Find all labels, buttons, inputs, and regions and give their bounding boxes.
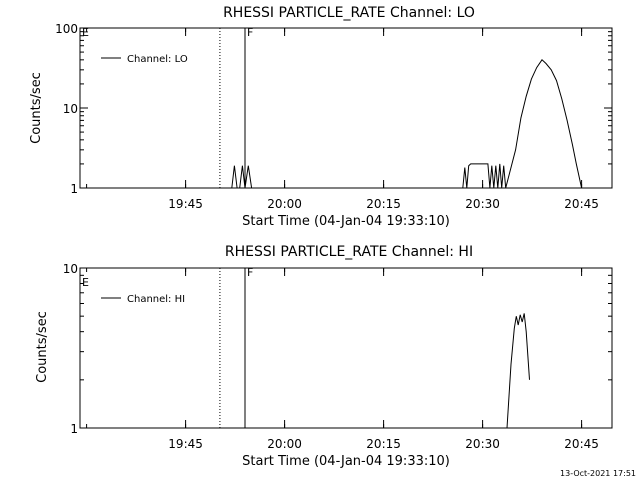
start-marker-label-hi: E xyxy=(82,276,89,289)
legend-label-lo: Channel: LO xyxy=(127,54,188,65)
x-tick-label-lo: 19:45 xyxy=(168,197,203,211)
x-tick-label-hi: 20:15 xyxy=(366,437,401,451)
y-tick-label-hi: 10 xyxy=(63,262,78,276)
x-tick-label-hi: 20:45 xyxy=(564,437,599,451)
x-tick-label-hi: 19:45 xyxy=(168,437,203,451)
chart-panel-hi: RHESSI PARTICLE_RATE Channel: HI Counts/… xyxy=(35,244,613,469)
x-axis-label-hi: Start Time (04-Jan-04 19:33:10) xyxy=(242,454,450,469)
chart-title-hi: RHESSI PARTICLE_RATE Channel: HI xyxy=(225,244,473,260)
y-tick-label-hi: 1 xyxy=(70,422,78,436)
x-tick-label-hi: 20:30 xyxy=(465,437,500,451)
chart-title-lo: RHESSI PARTICLE_RATE Channel: LO xyxy=(223,5,475,21)
flag-label-lo: F xyxy=(247,26,253,39)
series-line-lo xyxy=(231,59,583,189)
footer-timestamp: 13-Oct-2021 17:51 xyxy=(560,469,636,478)
x-tick-label-lo: 20:45 xyxy=(564,197,599,211)
plot-frame-lo xyxy=(79,27,613,189)
y-axis-label-lo: Counts/sec xyxy=(29,72,44,144)
series-line-hi xyxy=(506,313,530,429)
start-marker-label-lo: E xyxy=(82,26,89,39)
flag-label-hi: F xyxy=(247,266,253,279)
chart-panel-lo: RHESSI PARTICLE_RATE Channel: LO Counts/… xyxy=(29,5,613,229)
y-tick-label-lo: 100 xyxy=(55,22,78,36)
y-tick-label-lo: 1 xyxy=(70,182,78,196)
y-axis-label-hi: Counts/sec xyxy=(35,311,50,383)
x-tick-label-lo: 20:00 xyxy=(267,197,302,211)
plot-frame-hi xyxy=(79,267,613,429)
x-axis-label-lo: Start Time (04-Jan-04 19:33:10) xyxy=(242,214,450,229)
y-tick-label-lo: 10 xyxy=(63,102,78,116)
x-tick-label-lo: 20:15 xyxy=(366,197,401,211)
x-tick-label-hi: 20:00 xyxy=(267,437,302,451)
legend-label-hi: Channel: HI xyxy=(127,294,185,305)
x-tick-label-lo: 20:30 xyxy=(465,197,500,211)
